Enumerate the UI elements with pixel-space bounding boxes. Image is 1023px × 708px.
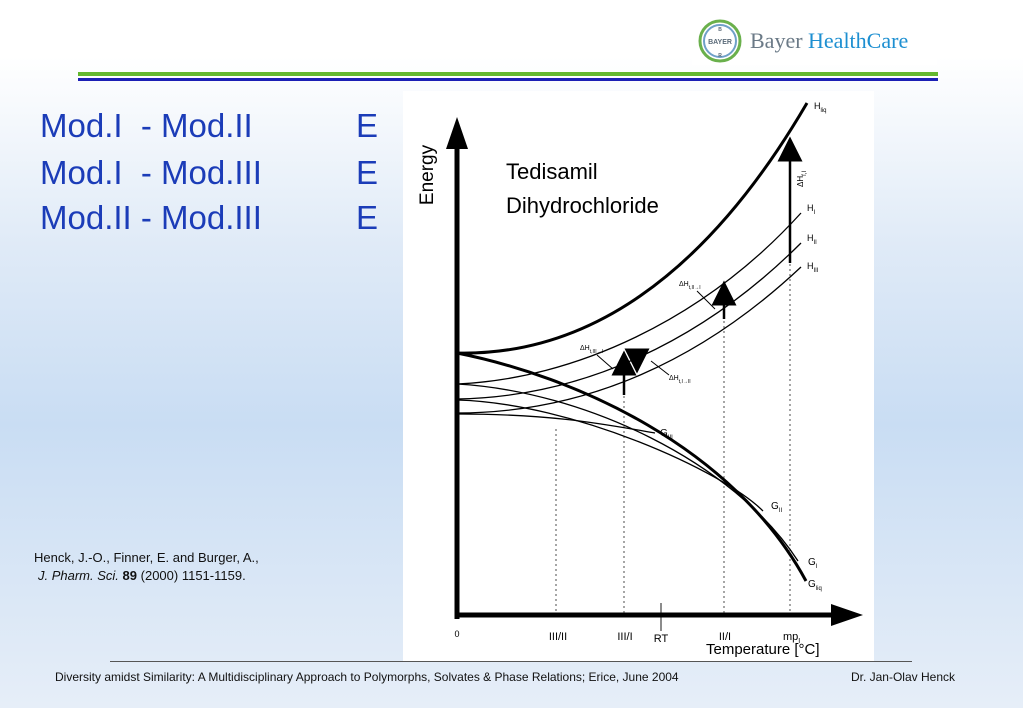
- delta-h-t-ii-i-label: ΔHt,II→I: [679, 281, 701, 291]
- pair-label: Mod.II - Mod.III: [40, 199, 262, 236]
- svg-text:R: R: [718, 53, 722, 59]
- diagram-title-line1: Tedisamil: [506, 159, 598, 184]
- label-pointer-i-ii: [650, 360, 670, 376]
- g-form-iii-curve: [456, 413, 656, 434]
- reference-authors: Henck, J.-O., Finner, E. and Burger, A.,: [34, 550, 259, 565]
- x-tick-label: RT: [654, 633, 669, 645]
- reference-journal: J. Pharm. Sci.: [38, 568, 119, 583]
- h-liquid-label: Hliq: [814, 101, 827, 114]
- energy-temperature-diagram: Energy Temperature [°C] 0 Tedisamil Dihy…: [403, 91, 874, 661]
- x-axis-label: Temperature [°C]: [706, 641, 820, 658]
- x-axis-arrowhead: [831, 604, 863, 626]
- pair-label: Mod.I - Mod.II: [40, 107, 253, 144]
- diagram-title-line2: Dihydrochloride: [506, 193, 659, 218]
- pair-symbol: E: [356, 154, 379, 191]
- h-form-ii-curve: [456, 242, 802, 400]
- x-tick-label: mpI: [783, 631, 800, 645]
- label-pointer-iii-i: [596, 354, 614, 370]
- y-axis-arrowhead: [446, 117, 468, 149]
- pair-label: Mod.I - Mod.III: [40, 154, 262, 191]
- pair-symbol: E: [356, 199, 379, 236]
- svg-text:B: B: [718, 27, 722, 33]
- bayer-healthcare-logo: BAYER B R Bayer HealthCare: [692, 17, 937, 65]
- bayer-cross-icon: BAYER B R: [698, 19, 742, 63]
- g-form-iii-label: GIII: [660, 428, 673, 441]
- bayer-cross-text: BAYER: [708, 39, 732, 46]
- h-form-i-label: HI: [807, 203, 816, 216]
- literature-reference: Henck, J.-O., Finner, E. and Burger, A.,…: [34, 549, 259, 585]
- pair-row: Mod.II - Mod.III E: [40, 199, 378, 313]
- header-rule-blue: [78, 78, 938, 81]
- diagram-svg: Energy Temperature [°C] 0 Tedisamil Dihy…: [417, 101, 863, 658]
- header-rule-green: [78, 72, 938, 76]
- h-form-iii-curve: [456, 266, 802, 414]
- logo-brand: Bayer: [750, 28, 803, 53]
- g-form-i-label: GI: [808, 557, 818, 570]
- footer-rule: [110, 661, 912, 662]
- g-form-ii-label: GII: [771, 501, 782, 514]
- g-liquid-label: Gliq: [808, 579, 822, 592]
- footer-conference: Diversity amidst Similarity: A Multidisc…: [55, 670, 679, 684]
- h-liquid-curve: [456, 102, 809, 355]
- logo-product: HealthCare: [808, 28, 909, 53]
- x-tick-label: II/I: [719, 631, 731, 643]
- reference-pages: (2000) 1151-1159.: [140, 568, 246, 583]
- delta-h-fusion-label: ΔHf,I: [796, 171, 808, 187]
- pair-row: Mod.I - Mod.III E: [40, 154, 378, 268]
- logo-wordmark: Bayer HealthCare: [750, 28, 908, 54]
- g-liquid-curve: [456, 351, 808, 582]
- reference-volume: 89: [122, 568, 138, 583]
- h-form-ii-label: HII: [807, 233, 817, 246]
- label-pointer-ii-i: [696, 290, 716, 310]
- delta-h-t-iii-i-label: ΔHt,III→I: [580, 345, 603, 355]
- x-tick-label: III/I: [617, 631, 632, 643]
- pair-row: Mod.I - Mod.II E: [40, 107, 378, 221]
- delta-h-t-i-ii-label: ΔHt,I→II: [669, 375, 691, 385]
- x-tick-label: III/II: [549, 631, 567, 643]
- g-form-ii-curve: [456, 399, 764, 512]
- origin-label: 0: [454, 629, 459, 639]
- footer-author: Dr. Jan-Olav Henck: [850, 670, 955, 684]
- y-axis-label: Energy: [417, 144, 438, 205]
- h-form-i-curve: [456, 212, 802, 385]
- h-form-iii-label: HIII: [807, 261, 819, 274]
- reference-citation: J. Pharm. Sci. 89 (2000) 1151-1159.: [38, 567, 259, 585]
- pair-symbol: E: [356, 107, 379, 144]
